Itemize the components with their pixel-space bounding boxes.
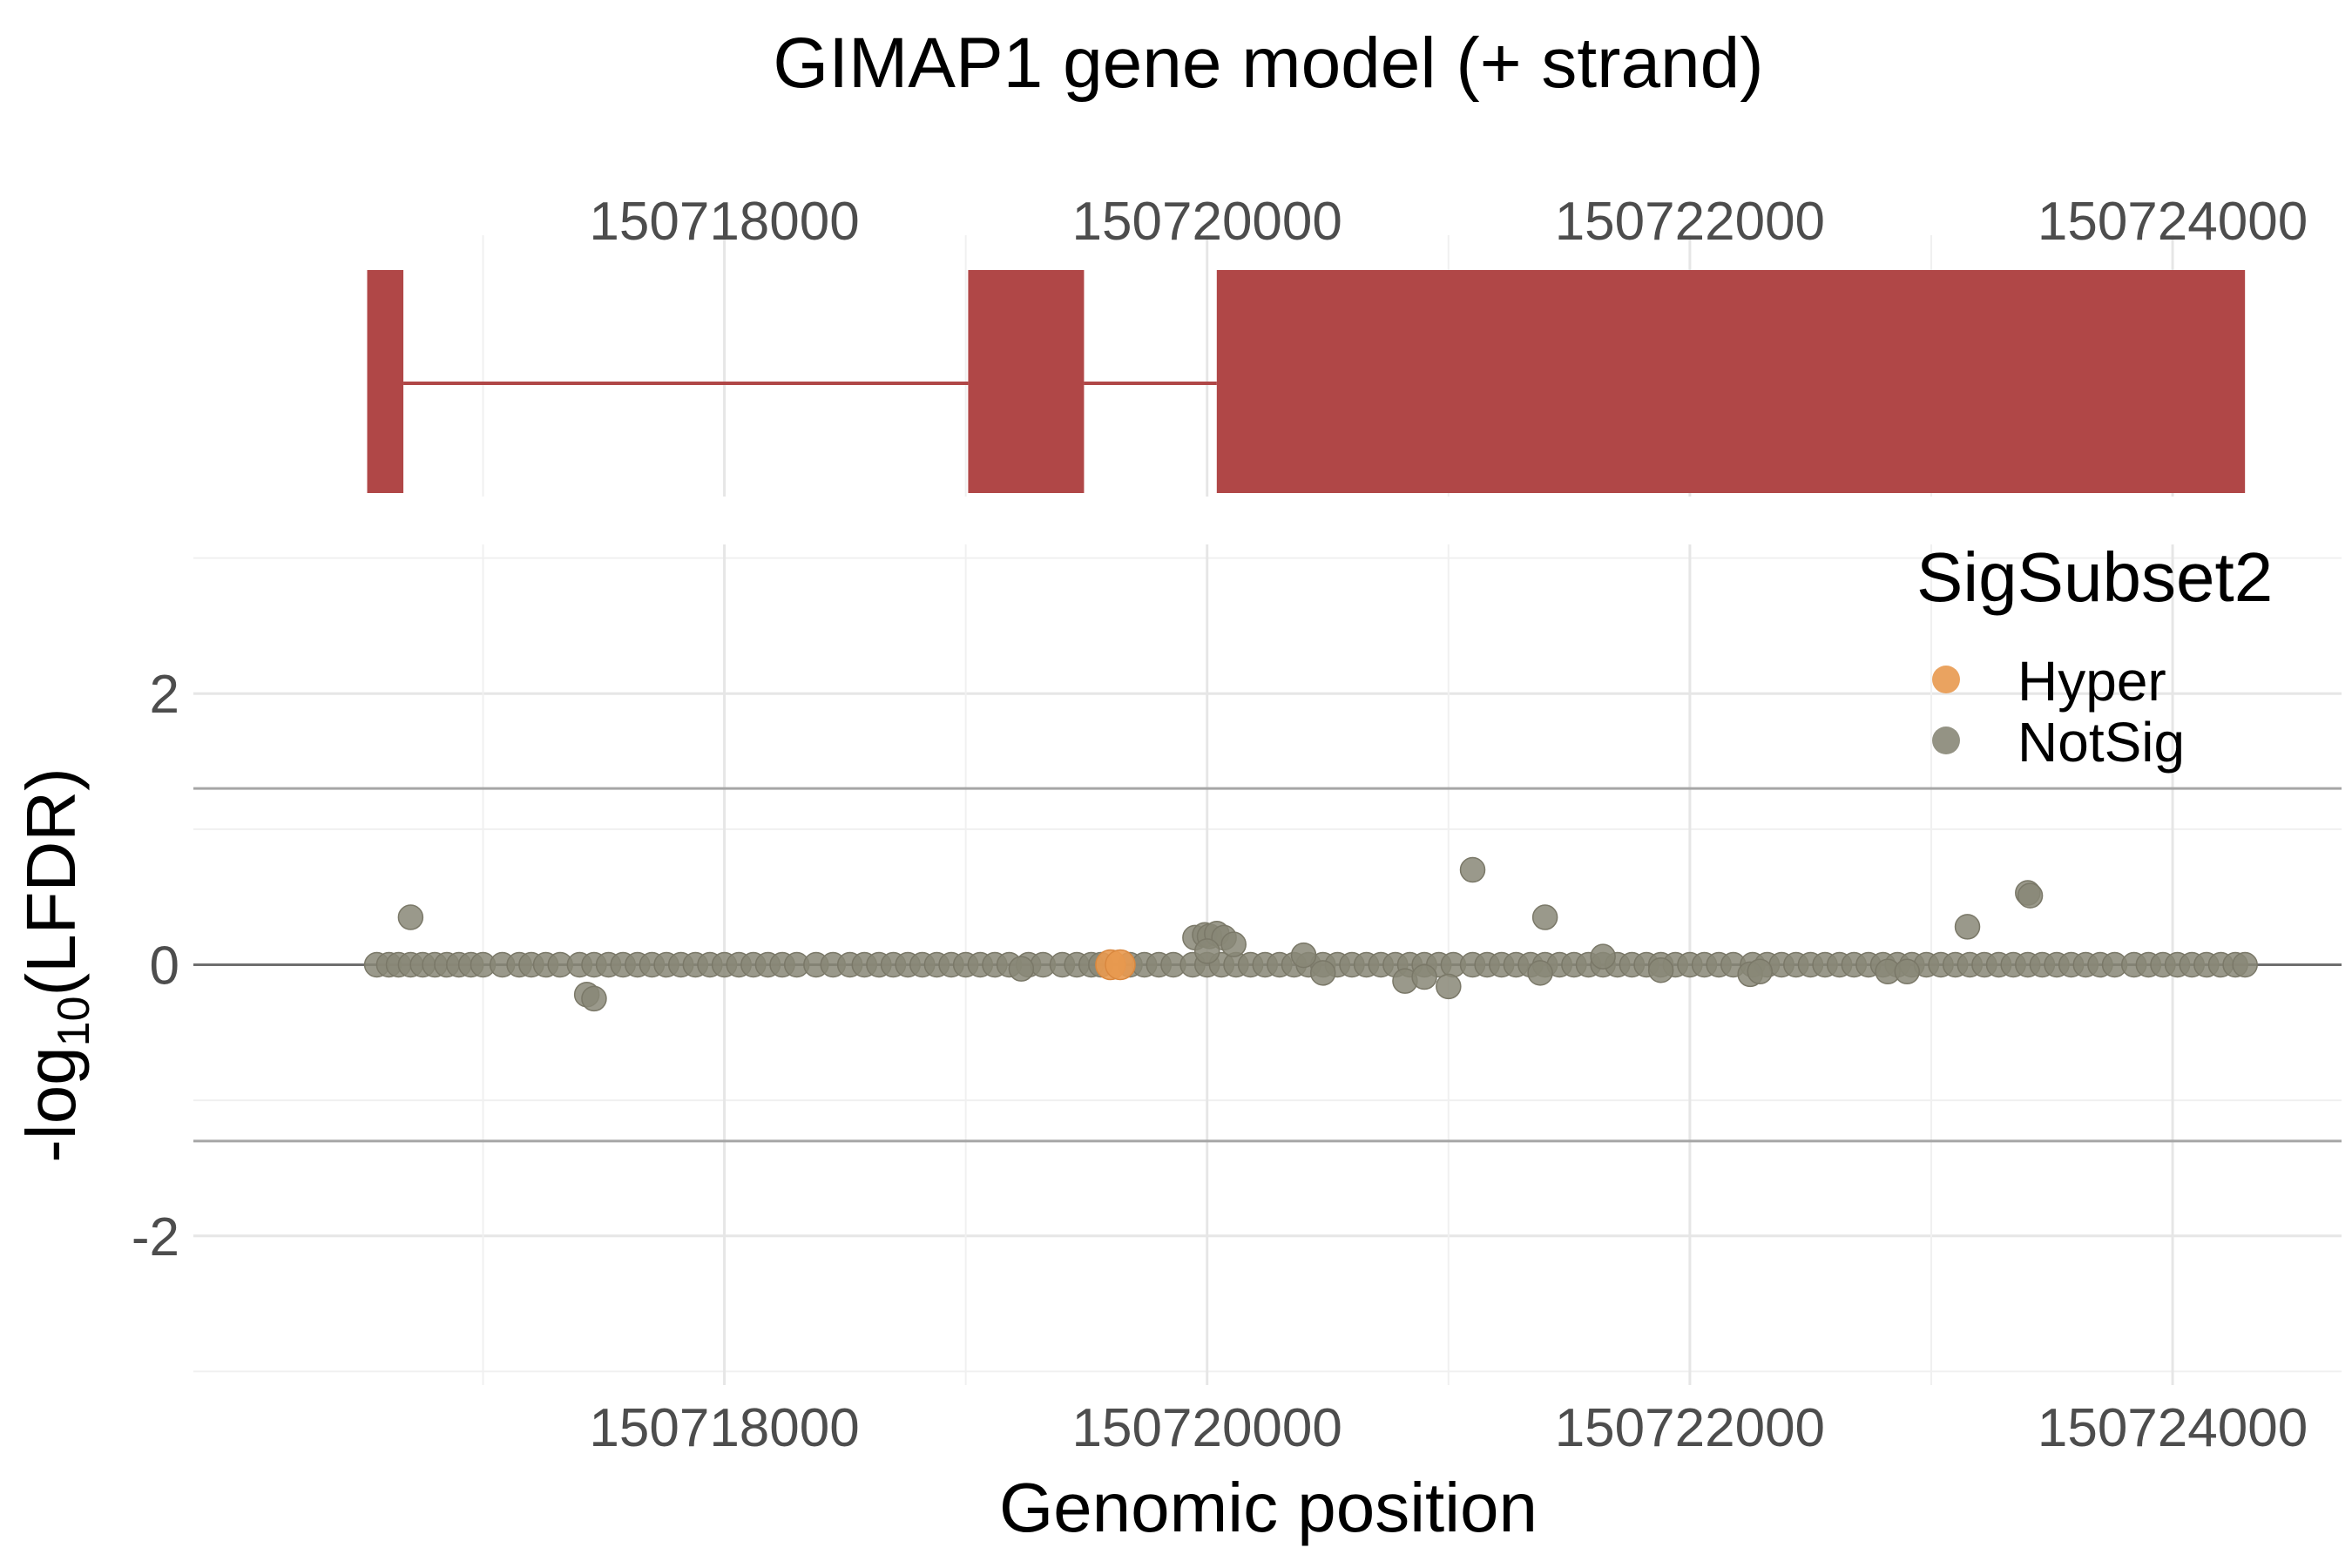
data-point-notsig [1193,938,1220,964]
data-point-notsig [1531,904,1558,930]
data-point-notsig [1411,963,1437,990]
gene-top-tick-label: 150724000 [2038,192,2308,252]
scatter-points [363,856,2258,1012]
y-axis-title-prefix: -log [12,1046,90,1162]
gene-model-panel: GIMAP1 gene model (+ strand) 150718000 15… [367,24,2308,497]
data-point-hyper [1105,949,1136,981]
x-axis-title: Genomic position [999,1469,1538,1546]
gene-top-tick-label: 150722000 [1555,192,1825,252]
legend-label-notsig: NotSig [2017,711,2185,774]
data-point-notsig [1647,956,1674,983]
legend-label-hyper: Hyper [2017,650,2166,713]
gene-model-title: GIMAP1 gene model (+ strand) [773,24,1763,103]
gene-top-tick-label: 150718000 [589,192,859,252]
exon-blocks [367,270,2246,493]
x-tick-label: 150720000 [1072,1398,1342,1458]
y-tick-label: 2 [150,665,179,725]
data-point-notsig [1590,943,1616,970]
data-point-notsig [1290,942,1317,969]
legend-key-hyper [1932,666,1960,693]
data-point-notsig [397,904,424,930]
data-point-notsig [1527,960,1553,986]
data-point-notsig [2232,951,2258,978]
data-point-notsig [1894,958,1921,985]
legend-key-notsig [1932,727,1960,754]
gene-top-tick-labels: 150718000 150720000 150722000 150724000 [589,192,2308,252]
data-point-notsig [581,985,607,1012]
lfdr-scatter-panel: -2 0 2 150718000 150720000 150722000 15072400… [12,538,2342,1546]
x-tick-label: 150718000 [589,1398,859,1458]
data-point-notsig [1309,960,1336,986]
exon-block [367,270,404,493]
legend-title: SigSubset2 [1916,538,2273,616]
y-axis-title-subscript: 10 [49,996,99,1046]
x-tick-label: 150722000 [1555,1398,1825,1458]
y-tick-label: 0 [150,936,179,997]
data-point-notsig [2017,882,2044,909]
gene-top-tick-label: 150720000 [1072,192,1342,252]
y-axis-title: -log10(LFDR) [12,767,99,1162]
data-point-notsig [1436,973,1462,1000]
exon-block [968,270,1085,493]
y-tick-label: -2 [132,1207,179,1267]
legend: SigSubset2 Hyper NotSig [1916,538,2273,774]
x-tick-labels: 150718000 150720000 150722000 150724000 [589,1398,2308,1458]
exon-block [1216,270,2246,493]
data-point-notsig [1220,931,1247,957]
x-tick-label: 150724000 [2038,1398,2308,1458]
data-point-notsig [1747,958,1773,985]
data-point-notsig [1954,914,1981,940]
data-point-notsig [1459,856,1486,883]
data-point-notsig [1008,956,1035,982]
y-tick-labels: -2 0 2 [132,665,179,1267]
y-axis-title-suffix: (LFDR) [12,767,90,996]
